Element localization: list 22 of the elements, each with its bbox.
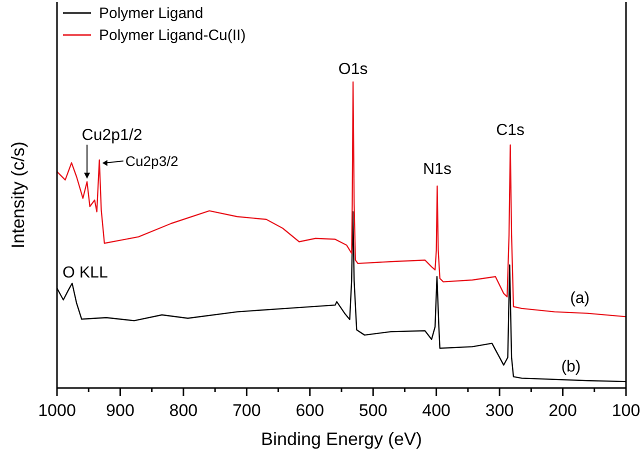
y-axis-title: Intensity (c/s) <box>8 141 28 249</box>
annotation: O1s <box>338 61 368 78</box>
annotation: N1s <box>422 161 452 178</box>
annotation: C1s <box>496 122 525 140</box>
x-tick-label: 800 <box>169 401 198 420</box>
legend-label: Polymer Ligand-Cu(II) <box>99 27 246 44</box>
x-tick-label: 700 <box>232 401 261 420</box>
annotation: Cu2p3/2 <box>125 153 179 170</box>
annotation: O KLL <box>62 264 108 282</box>
annotation: (a) <box>570 290 590 308</box>
x-tick-label: 200 <box>548 401 577 420</box>
x-axis-title: Binding Energy (eV) <box>260 429 422 449</box>
annotation: (b) <box>561 358 581 376</box>
x-tick-label: 400 <box>422 401 451 420</box>
x-tick-label: 600 <box>296 401 324 420</box>
annotation: Cu2p1/2 <box>82 126 142 144</box>
x-tick-label: 300 <box>485 401 514 420</box>
x-tick-label: 1000 <box>38 401 76 420</box>
x-tick-label: 900 <box>106 401 134 420</box>
x-tick-label: 100 <box>612 401 640 420</box>
x-tick-label: 500 <box>358 401 388 420</box>
legend-label: Polymer Ligand <box>99 5 204 22</box>
